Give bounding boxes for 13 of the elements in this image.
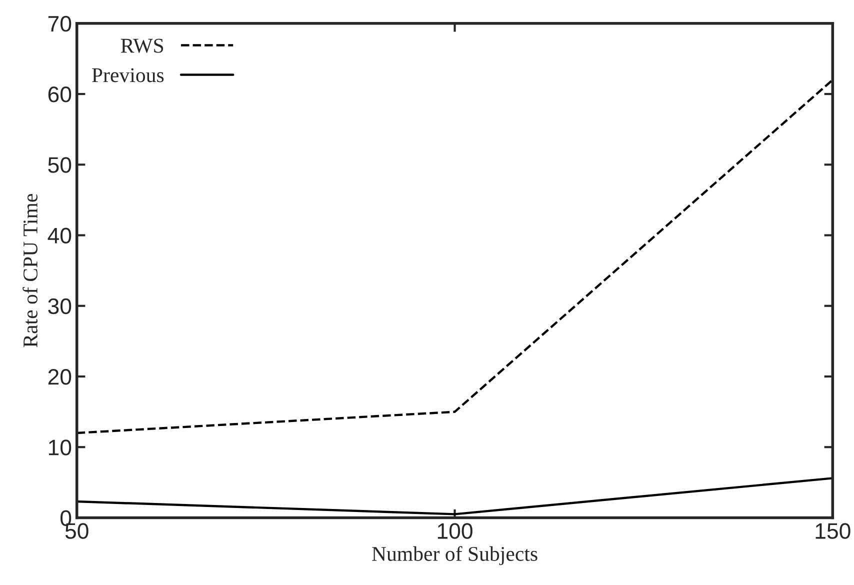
y-tick-label: 10	[48, 440, 72, 456]
y-tick-label: 30	[48, 298, 72, 314]
x-tick-label: 150	[816, 523, 850, 539]
x-tick-label: 100	[438, 523, 472, 539]
x-axis-title: Number of Subjects	[372, 546, 538, 566]
y-tick-label: 60	[48, 86, 72, 102]
y-tick-label: 50	[48, 157, 72, 173]
y-tick-label: 20	[48, 369, 72, 385]
y-axis-title: Rate of CPU Time	[22, 194, 38, 348]
legend-label: Previous	[92, 68, 164, 82]
y-tick-label: 70	[48, 16, 72, 32]
legend-label: RWS	[120, 38, 164, 53]
y-tick-label: 40	[48, 228, 72, 244]
